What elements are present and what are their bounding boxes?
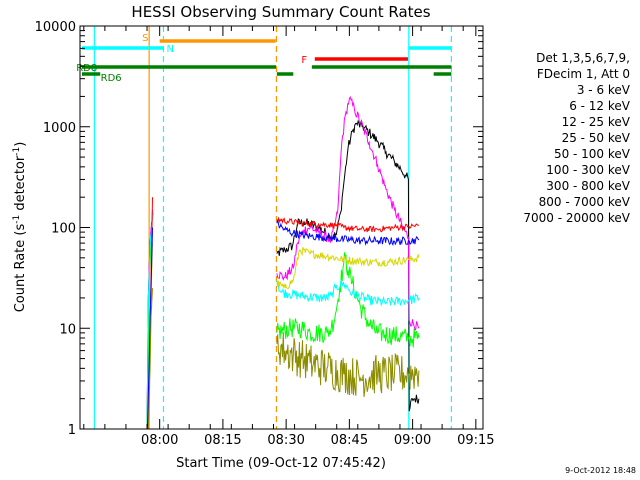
y-axis-label-mid: detector	[13, 155, 28, 215]
y-tick-label: 1	[68, 423, 76, 438]
legend-entry-label: 12 - 25 keV	[562, 115, 631, 129]
y-axis-label-main: Count Rate (s	[13, 224, 28, 313]
legend-entry-label: 25 - 50 keV	[562, 131, 631, 145]
x-tick-label: 09:15	[457, 433, 494, 448]
legend: Det 1,3,5,6,7,9, FDecim 1, Att 0 3 - 6 k…	[523, 51, 630, 225]
legend-entry-label: 7000 - 20000 keV	[523, 211, 630, 225]
y-axis-label-sup1: -1	[12, 215, 22, 224]
x-tick-label: 09:00	[394, 433, 431, 448]
x-tick-label: 08:15	[204, 433, 241, 448]
flag-label-rd6: RD6	[101, 73, 122, 84]
x-axis-label: Start Time (09-Oct-12 07:45:42)	[176, 456, 386, 471]
flag-label-s: S	[142, 33, 148, 44]
flag-label-f: F	[301, 55, 307, 66]
legend-entry-label: 50 - 100 keV	[554, 147, 631, 161]
x-tick-label: 08:45	[331, 433, 368, 448]
chart-title: HESSI Observing Summary Count Rates	[131, 3, 430, 21]
legend-entry-label: 300 - 800 keV	[546, 179, 630, 193]
footer-date: 9-Oct-2012 18:48	[565, 466, 636, 475]
legend-entry-label: 6 - 12 keV	[569, 99, 631, 113]
x-tick-label: 08:00	[141, 433, 178, 448]
series-line	[146, 220, 420, 429]
legend-entry-label: 100 - 300 keV	[546, 163, 630, 177]
legend-entry-label: 800 - 7000 keV	[539, 195, 631, 209]
y-axis-label: Count Rate (s-1 detector-1)	[12, 142, 28, 313]
x-tick-label: 08:30	[267, 433, 304, 448]
y-tick-label: 10	[59, 322, 76, 337]
y-tick-label: 100	[51, 222, 76, 237]
flag-label-rd8: RD8	[76, 63, 97, 74]
legend-header-line1: Det 1,3,5,6,7,9,	[536, 51, 630, 65]
legend-entry-label: 3 - 6 keV	[577, 83, 631, 97]
series-line	[147, 288, 420, 429]
y-axis-label-end: )	[13, 142, 28, 147]
y-tick-label: 10000	[35, 20, 76, 35]
flag-label-n: N	[166, 44, 173, 55]
y-tick-label: 1000	[43, 121, 76, 136]
legend-header-line2: FDecim 1, Att 0	[537, 67, 630, 81]
y-axis-label-sup2: -1	[12, 147, 22, 156]
